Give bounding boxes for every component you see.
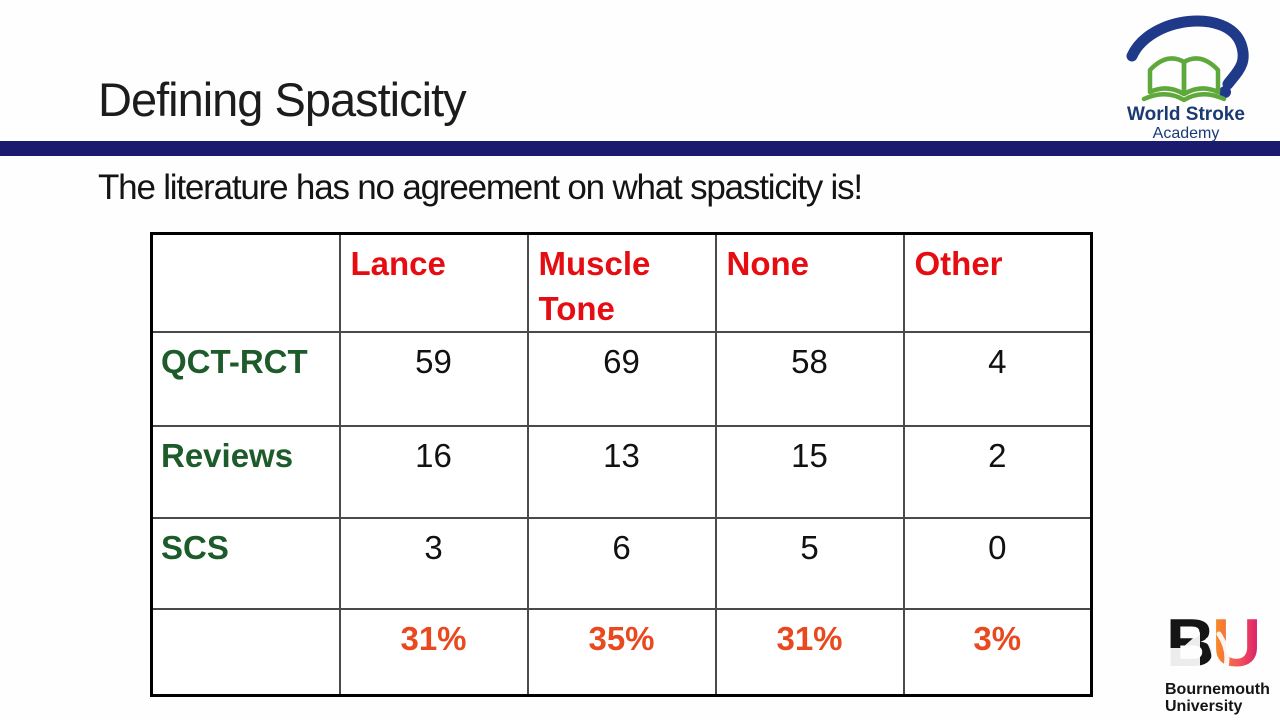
swoosh-icon xyxy=(1126,15,1249,98)
bu-logo-text-line2: University xyxy=(1165,698,1242,715)
percent-cell: 35% xyxy=(526,608,717,697)
title-divider-bar xyxy=(0,141,1280,156)
bu-logo-text-line1: Bournemouth xyxy=(1165,681,1270,698)
data-cell: 3 xyxy=(338,517,529,611)
row-label-cell: QCT-RCT xyxy=(150,331,341,428)
table-header-row: Lance Muscle Tone None Other xyxy=(150,232,1093,334)
data-cell: 0 xyxy=(902,517,1093,611)
data-cell: 2 xyxy=(902,425,1093,520)
data-cell: 69 xyxy=(526,331,717,428)
table-header-muscle-tone: Muscle Tone xyxy=(526,232,717,334)
row-label-cell: SCS xyxy=(150,517,341,611)
world-stroke-academy-logo: World Stroke Academy xyxy=(1126,15,1249,142)
table-row-percentages: 31% 35% 31% 3% xyxy=(150,608,1093,697)
data-cell: 59 xyxy=(338,331,529,428)
row-label-cell xyxy=(150,608,341,697)
bournemouth-university-logo: B U Bournemouth University xyxy=(1165,605,1270,715)
percent-cell: 3% xyxy=(902,608,1093,697)
wsa-logo-text-line1: World Stroke xyxy=(1127,104,1245,125)
data-cell: 5 xyxy=(714,517,905,611)
bu-letter-u: U xyxy=(1212,605,1261,681)
data-cell: 16 xyxy=(338,425,529,520)
data-cell: 15 xyxy=(714,425,905,520)
table-header-other: Other xyxy=(902,232,1093,334)
open-book-icon xyxy=(1141,56,1227,103)
data-cell: 4 xyxy=(902,331,1093,428)
table-header-empty xyxy=(150,232,341,334)
table-header-none: None xyxy=(714,232,905,334)
data-cell: 13 xyxy=(526,425,717,520)
slide-subtitle: The literature has no agreement on what … xyxy=(98,168,863,207)
spasticity-definition-table: Lance Muscle Tone None Other QCT-RCT 59 … xyxy=(150,232,1093,697)
data-cell: 58 xyxy=(714,331,905,428)
table-row-reviews: Reviews 16 13 15 2 xyxy=(150,425,1093,520)
wsa-logo-text-line2: Academy xyxy=(1153,125,1220,142)
percent-cell: 31% xyxy=(338,608,529,697)
page-title: Defining Spasticity xyxy=(98,73,467,126)
percent-cell: 31% xyxy=(714,608,905,697)
table-header-lance: Lance xyxy=(338,232,529,334)
table-row-qct-rct: QCT-RCT 59 69 58 4 xyxy=(150,331,1093,428)
table-row-scs: SCS 3 6 5 0 xyxy=(150,517,1093,611)
row-label-cell: Reviews xyxy=(150,425,341,520)
data-cell: 6 xyxy=(526,517,717,611)
speaker-icon xyxy=(1166,631,1230,685)
